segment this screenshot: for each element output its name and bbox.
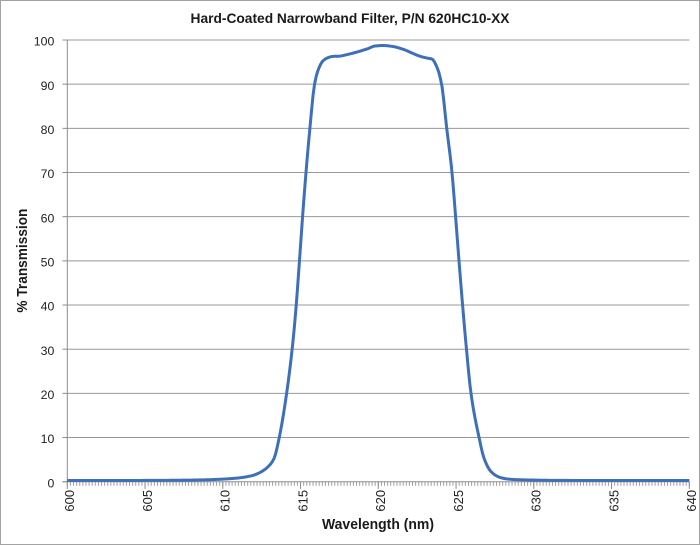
svg-text:30: 30 <box>41 344 55 358</box>
svg-text:605: 605 <box>140 490 155 512</box>
svg-text:Hard-Coated Narrowband Filter,: Hard-Coated Narrowband Filter, P/N 620HC… <box>191 10 511 26</box>
svg-text:0: 0 <box>47 476 54 490</box>
svg-text:60: 60 <box>41 211 55 225</box>
svg-text:635: 635 <box>606 490 621 512</box>
svg-text:600: 600 <box>62 490 77 512</box>
svg-text:610: 610 <box>218 490 233 512</box>
svg-text:50: 50 <box>41 255 55 269</box>
svg-text:40: 40 <box>41 300 55 314</box>
svg-text:10: 10 <box>41 432 55 446</box>
svg-text:625: 625 <box>451 490 466 512</box>
svg-text:100: 100 <box>34 35 55 49</box>
svg-text:80: 80 <box>41 123 55 137</box>
svg-text:20: 20 <box>41 388 55 402</box>
svg-text:615: 615 <box>295 490 310 512</box>
svg-text:640: 640 <box>684 490 699 512</box>
svg-text:70: 70 <box>41 167 55 181</box>
svg-text:Wavelength (nm): Wavelength (nm) <box>322 517 434 533</box>
svg-text:% Transmission: % Transmission <box>15 209 31 313</box>
svg-text:90: 90 <box>41 79 55 93</box>
svg-text:620: 620 <box>373 490 388 512</box>
svg-text:630: 630 <box>529 490 544 512</box>
